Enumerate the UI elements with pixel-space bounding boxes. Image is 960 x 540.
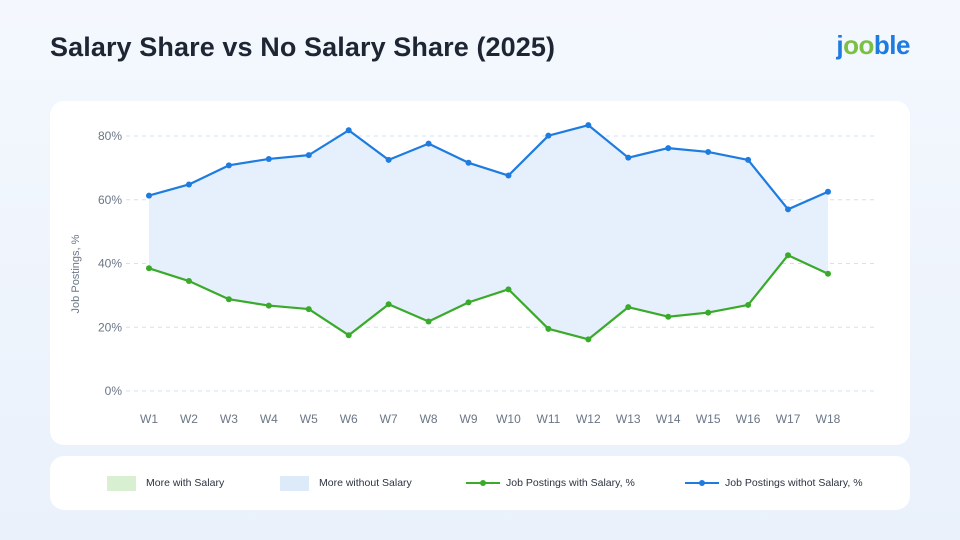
without-salary-line [148, 124, 829, 211]
y-tick-label: 80% [98, 129, 122, 143]
with-salary-point [385, 301, 392, 308]
point-layer [146, 122, 831, 343]
more-with-salary-swatch [107, 475, 136, 491]
with-salary-point [146, 265, 152, 272]
with-salary-point [665, 313, 672, 320]
legend-label: Job Postings with Salary, % [506, 477, 635, 489]
legend-item-without-salary-line: Job Postings withot Salary, % [685, 456, 863, 510]
line-layer [148, 124, 829, 341]
without-salary-point [625, 154, 632, 161]
x-tick-label: W14 [656, 412, 681, 426]
legend-label: Job Postings withot Salary, % [725, 477, 863, 489]
logo-letters-oo: oo [843, 30, 874, 60]
x-tick-label: W2 [180, 412, 198, 426]
x-tick-label: W10 [496, 412, 521, 426]
x-tick-label: W6 [340, 412, 358, 426]
with-salary-point [225, 296, 232, 303]
without-salary-point [425, 140, 432, 147]
without-salary-point [745, 156, 752, 163]
with-salary-point [545, 325, 552, 332]
with-salary-point [345, 332, 352, 339]
more-without-salary-area [149, 125, 828, 340]
legend-label: More without Salary [319, 477, 412, 489]
area-layer [149, 125, 828, 340]
x-tick-label: W4 [260, 412, 278, 426]
without-salary-point [345, 127, 352, 134]
without-salary-point [225, 162, 232, 169]
without-salary-point [185, 181, 192, 188]
legend-item-with-salary-line: Job Postings with Salary, % [466, 456, 635, 510]
without-salary-point [305, 152, 312, 159]
with-salary-point [785, 252, 792, 259]
x-tick-label: W16 [736, 412, 761, 426]
x-tick-label: W5 [300, 412, 318, 426]
legend-item-more-without-salary: More without Salary [280, 456, 412, 510]
with-salary-point [505, 286, 512, 293]
green-line-marker-icon [466, 480, 500, 486]
with-salary-point [625, 304, 632, 311]
logo-letters-ble: ble [873, 30, 911, 60]
x-tick-label: W13 [616, 412, 641, 426]
x-tick-label: W15 [696, 412, 721, 426]
without-salary-point [545, 132, 552, 139]
line-chart: 0% 20% 40% 60% 80% Job Postings, % W1 W2 W3 W4 W5 W… [70, 122, 875, 426]
jooble-logo: jooble [836, 30, 910, 61]
with-salary-point [585, 336, 592, 343]
with-salary-point [824, 270, 831, 277]
without-salary-point [705, 148, 712, 155]
y-tick-label: 60% [98, 193, 122, 207]
y-tick-label: 0% [105, 384, 123, 398]
without-salary-point [785, 206, 792, 213]
with-salary-point [305, 306, 312, 313]
x-tick-label: W9 [460, 412, 478, 426]
with-salary-point [465, 299, 472, 306]
x-tick-label: W8 [420, 412, 438, 426]
without-salary-point [465, 159, 472, 166]
x-tick-label: W12 [576, 412, 601, 426]
legend-item-more-with-salary: More with Salary [107, 456, 224, 510]
page-title: Salary Share vs No Salary Share (2025) [50, 32, 556, 62]
without-salary-point [385, 156, 392, 163]
x-tick-label: W3 [220, 412, 238, 426]
without-salary-point [585, 122, 592, 129]
more-without-salary-swatch [280, 475, 309, 491]
y-tick-label: 40% [98, 257, 122, 271]
legend: More with Salary More without Salary Job… [50, 456, 910, 510]
with-salary-point [705, 309, 712, 316]
x-tick-label: W1 [140, 412, 158, 426]
x-tick-label: W7 [380, 412, 398, 426]
logo-letter-j: j [836, 30, 844, 60]
with-salary-point [185, 278, 192, 285]
x-tick-label: W11 [537, 412, 561, 426]
y-axis-title: Job Postings, % [70, 234, 82, 313]
label-layer: 0% 20% 40% 60% 80% Job Postings, % W1 W2 W3 W4 W5 W… [70, 129, 841, 426]
without-salary-point [824, 188, 831, 195]
with-salary-point [745, 301, 752, 308]
with-salary-line [148, 254, 829, 341]
with-salary-point [265, 302, 272, 309]
blue-line-marker-icon [685, 480, 719, 486]
x-tick-label: W17 [776, 412, 801, 426]
y-tick-label: 20% [98, 320, 122, 334]
legend-label: More with Salary [146, 477, 225, 489]
x-tick-label: W18 [816, 412, 841, 426]
chart-card: 0% 20% 40% 60% 80% Job Postings, % W1 W2 W3 W4 W5 W… [50, 101, 910, 445]
without-salary-point [665, 145, 672, 152]
without-salary-point [146, 192, 152, 199]
without-salary-point [505, 172, 512, 179]
without-salary-point [265, 155, 272, 162]
with-salary-point [425, 318, 432, 325]
